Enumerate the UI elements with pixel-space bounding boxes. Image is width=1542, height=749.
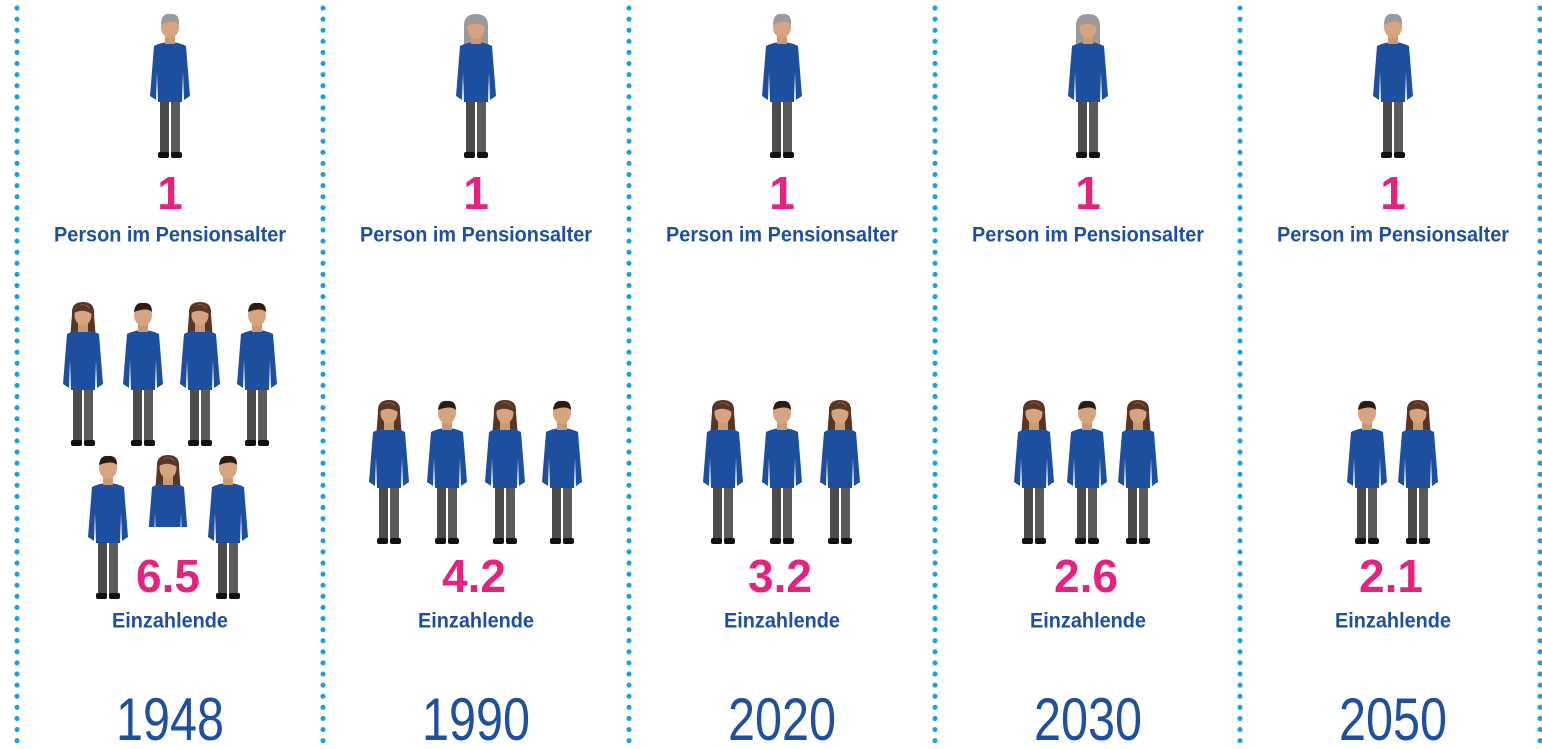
person-icon — [542, 401, 582, 544]
person-icon — [150, 14, 190, 158]
retiree-label: Person im Pensionsalter — [1277, 224, 1509, 247]
year: 1948 — [116, 686, 224, 749]
person-icon — [703, 400, 743, 544]
person-icon — [485, 400, 525, 544]
retiree-count: 1 — [769, 167, 795, 219]
retiree-count: 1 — [157, 167, 183, 219]
payer-count: 2.1 — [1359, 550, 1423, 602]
payer-label: Einzahlende — [112, 610, 228, 633]
year: 2030 — [1034, 686, 1142, 749]
year-column: 1 Person im Pensionsalter — [1277, 167, 1509, 246]
person-icon — [427, 401, 467, 544]
person-icon — [123, 303, 163, 446]
year-column: 1 Person im Pensionsalter — [360, 167, 592, 246]
year-column: 1 Person im Pensionsalter — [972, 167, 1204, 246]
payer-label: Einzahlende — [1335, 610, 1451, 633]
person-icon — [180, 302, 220, 446]
page: 1 Person im Pensionsalter 6.5 Einzahlende 19… — [0, 0, 1542, 749]
person-icon — [1373, 14, 1413, 158]
retiree-label: Person im Pensionsalter — [666, 224, 898, 247]
person-icon — [1347, 401, 1387, 544]
person-icon — [762, 401, 802, 544]
payer-count: 4.2 — [442, 550, 506, 602]
payer-count: 6.5 — [136, 550, 200, 602]
payer-count: 3.2 — [748, 550, 812, 602]
retiree-label: Person im Pensionsalter — [972, 224, 1204, 247]
person-icon — [456, 14, 496, 158]
retiree-label: Person im Pensionsalter — [360, 224, 592, 247]
person-icon — [1014, 400, 1054, 544]
payer-label: Einzahlende — [418, 610, 534, 633]
person-icon — [1067, 401, 1107, 544]
year: 1990 — [422, 686, 530, 749]
person-icon — [63, 302, 103, 446]
person-icon — [762, 14, 802, 158]
year: 2020 — [728, 686, 836, 749]
person-icon — [88, 456, 128, 599]
retiree-label: Person im Pensionsalter — [54, 224, 286, 247]
person-icon — [369, 400, 409, 544]
infographic: 1 Person im Pensionsalter 6.5 Einzahlende 19… — [0, 0, 1542, 749]
person-icon — [1068, 14, 1108, 158]
person-icon — [820, 400, 860, 544]
retiree-count: 1 — [1380, 167, 1406, 219]
retiree-count: 1 — [463, 167, 489, 219]
person-icon — [237, 303, 277, 446]
person-icon — [208, 456, 248, 599]
payer-count: 2.6 — [1054, 550, 1118, 602]
person-icon — [1398, 400, 1438, 544]
payer-label: Einzahlende — [724, 610, 840, 633]
person-icon — [1118, 400, 1158, 544]
year-column: 1 Person im Pensionsalter — [666, 167, 898, 246]
year-column: 1 Person im Pensionsalter — [54, 167, 286, 246]
year: 2050 — [1339, 686, 1447, 749]
retiree-count: 1 — [1075, 167, 1101, 219]
payer-label: Einzahlende — [1030, 610, 1146, 633]
